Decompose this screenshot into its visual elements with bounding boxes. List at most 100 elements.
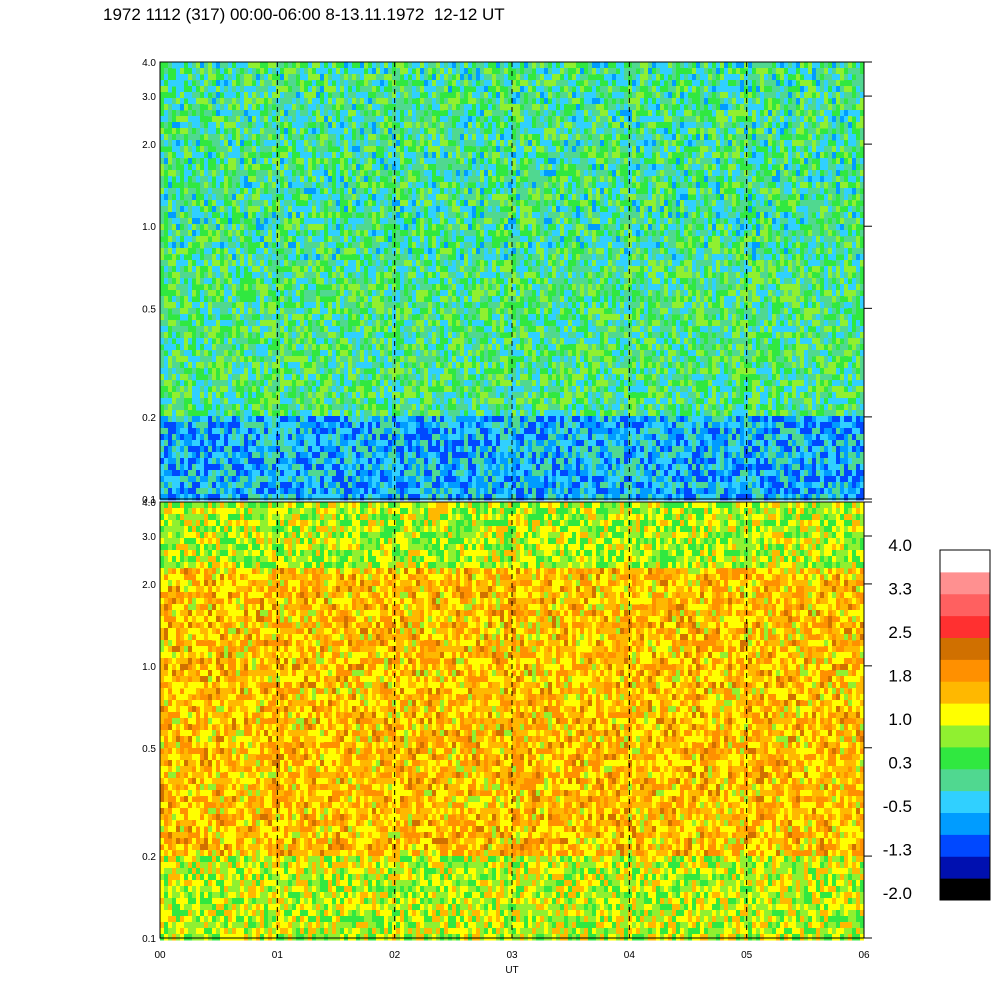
heatmap-cell xyxy=(368,188,372,195)
heatmap-cell xyxy=(460,326,464,333)
heatmap-cell xyxy=(416,140,420,147)
heatmap-cell xyxy=(368,122,372,129)
heatmap-cell xyxy=(216,284,220,291)
heatmap-cell xyxy=(216,458,220,465)
heatmap-cell xyxy=(192,86,196,93)
heatmap-cell xyxy=(336,92,340,99)
heatmap-cell xyxy=(316,488,320,495)
heatmap-cell xyxy=(436,80,440,87)
heatmap-cell xyxy=(264,92,268,99)
heatmap-cell xyxy=(160,158,164,165)
heatmap-cell xyxy=(228,338,232,345)
heatmap-cell xyxy=(260,170,264,177)
heatmap-cell xyxy=(428,200,432,207)
heatmap-cell xyxy=(268,278,272,285)
heatmap-cell xyxy=(220,194,224,201)
heatmap-cell xyxy=(328,116,332,123)
heatmap-cell xyxy=(220,224,224,231)
heatmap-cell xyxy=(320,152,324,159)
heatmap-cell xyxy=(368,206,372,213)
heatmap-cell xyxy=(444,392,448,399)
heatmap-cell xyxy=(324,254,328,261)
heatmap-cell xyxy=(460,314,464,321)
heatmap-cell xyxy=(360,494,364,501)
heatmap-cell xyxy=(408,422,412,429)
heatmap-cell xyxy=(332,344,336,351)
heatmap-cell xyxy=(168,416,172,423)
heatmap-cell xyxy=(460,146,464,153)
heatmap-cell xyxy=(412,458,416,465)
heatmap-cell xyxy=(172,464,176,471)
heatmap-cell xyxy=(308,344,312,351)
heatmap-cell xyxy=(200,308,204,315)
heatmap-cell xyxy=(444,68,448,75)
heatmap-cell xyxy=(280,122,284,129)
heatmap-cell xyxy=(160,446,164,453)
heatmap-cell xyxy=(284,200,288,207)
heatmap-cell xyxy=(352,374,356,381)
heatmap-cell xyxy=(224,98,228,105)
heatmap-cell xyxy=(420,152,424,159)
heatmap-cell xyxy=(292,362,296,369)
heatmap-cell xyxy=(256,110,260,117)
heatmap-cell xyxy=(192,284,196,291)
heatmap-cell xyxy=(360,176,364,183)
heatmap-cell xyxy=(192,314,196,321)
heatmap-cell xyxy=(320,200,324,207)
heatmap-cell xyxy=(264,398,268,405)
heatmap-cell xyxy=(256,380,260,387)
heatmap-cell xyxy=(380,86,384,93)
heatmap-cell xyxy=(208,176,212,183)
heatmap-cell xyxy=(340,206,344,213)
heatmap-cell xyxy=(180,80,184,87)
heatmap-cell xyxy=(312,98,316,105)
heatmap-cell xyxy=(400,284,404,291)
heatmap-cell xyxy=(196,482,200,489)
heatmap-cell xyxy=(192,290,196,297)
heatmap-cell xyxy=(256,398,260,405)
heatmap-cell xyxy=(448,104,452,111)
heatmap-cell xyxy=(232,458,236,465)
heatmap-cell xyxy=(224,416,228,423)
heatmap-cell xyxy=(396,392,400,399)
heatmap-cell xyxy=(396,290,400,297)
heatmap-cell xyxy=(216,362,220,369)
heatmap-cell xyxy=(384,320,388,327)
heatmap-cell xyxy=(340,116,344,123)
heatmap-cell xyxy=(384,170,388,177)
heatmap-cell xyxy=(200,398,204,405)
heatmap-cell xyxy=(288,314,292,321)
heatmap-cell xyxy=(224,254,228,261)
heatmap-cell xyxy=(452,98,456,105)
heatmap-cell xyxy=(248,80,252,87)
heatmap-cell xyxy=(408,254,412,261)
heatmap-cell xyxy=(316,152,320,159)
heatmap-cell xyxy=(168,104,172,111)
heatmap-cell xyxy=(324,356,328,363)
heatmap-cell xyxy=(412,74,416,81)
heatmap-cell xyxy=(288,290,292,297)
heatmap-cell xyxy=(160,170,164,177)
heatmap-cell xyxy=(256,248,260,255)
heatmap-cell xyxy=(388,386,392,393)
heatmap-cell xyxy=(260,434,264,441)
heatmap-cell xyxy=(264,116,268,123)
heatmap-cell xyxy=(212,266,216,273)
heatmap-cell xyxy=(420,308,424,315)
heatmap-cell xyxy=(360,488,364,495)
heatmap-cell xyxy=(404,152,408,159)
heatmap-cell xyxy=(216,224,220,231)
heatmap-cell xyxy=(280,236,284,243)
heatmap-cell xyxy=(296,476,300,483)
heatmap-cell xyxy=(372,68,376,75)
heatmap-cell xyxy=(212,434,216,441)
heatmap-cell xyxy=(364,332,368,339)
heatmap-cell xyxy=(452,386,456,393)
heatmap-cell xyxy=(176,68,180,75)
heatmap-cell xyxy=(432,242,436,249)
heatmap-cell xyxy=(184,260,188,267)
heatmap-cell xyxy=(328,446,332,453)
heatmap-cell xyxy=(336,362,340,369)
heatmap-cell xyxy=(428,362,432,369)
heatmap-cell xyxy=(192,410,196,417)
